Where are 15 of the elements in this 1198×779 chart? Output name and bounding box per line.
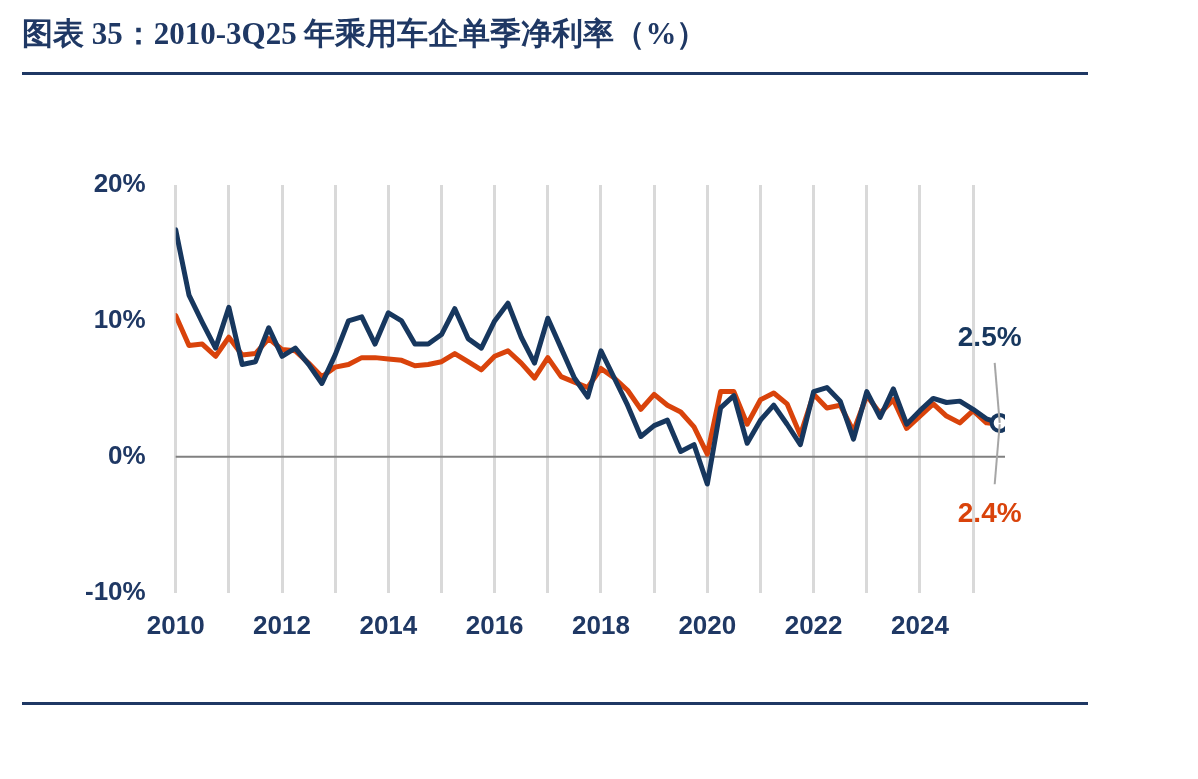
x-tick-label: 2016 [465, 609, 524, 640]
y-tick-label: 10% [93, 304, 146, 335]
y-tick-label: 0% [108, 440, 146, 471]
x-tick-label: 2020 [678, 609, 737, 640]
x-tick-label: 2022 [784, 609, 843, 640]
x-tick-label: 2024 [891, 609, 950, 640]
x-tick-label: 2018 [572, 609, 630, 640]
x-tick-label: 2012 [253, 609, 311, 640]
x-tick-label: 2014 [359, 609, 418, 640]
y-tick-label: 20% [93, 168, 146, 199]
data-label: 2.5% [957, 320, 1022, 352]
x-tick-label: 2010 [146, 609, 205, 640]
y-tick-label: -10% [84, 575, 146, 606]
chart-title: 图表 35：2010-3Q25 年乘用车企单季净利率（%） [22, 8, 1088, 75]
data-label: 2.4% [957, 496, 1022, 528]
